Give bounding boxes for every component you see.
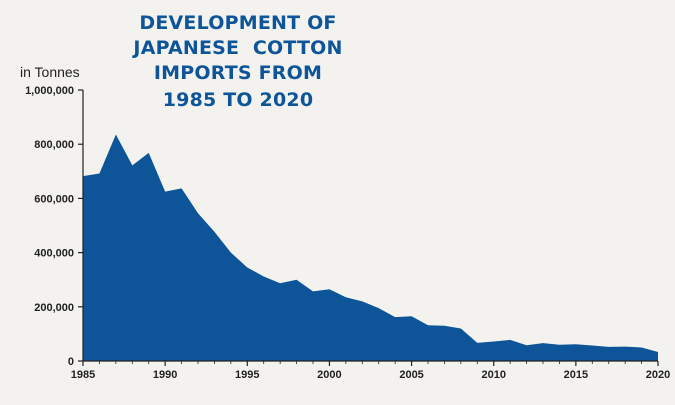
y-tick-label: 200,000 xyxy=(34,302,74,314)
y-tick-label: 1,000,000 xyxy=(25,85,74,97)
x-tick-label: 2020 xyxy=(646,369,670,381)
chart-title-line: IMPORTS FROM xyxy=(154,62,322,84)
x-ticks xyxy=(82,361,659,366)
y-tick-labels: 0 200,000 400,000 600,000 800,000 1,000,000 xyxy=(25,85,74,368)
chart-title: DEVELOPMENT OF JAPANESE COTTON IMPORTS FRO… xyxy=(131,12,342,111)
series-area xyxy=(83,134,658,361)
y-axis-label: in Tonnes xyxy=(20,64,80,80)
x-tick-label: 2005 xyxy=(399,369,423,381)
y-tick-label: 0 xyxy=(68,356,74,368)
y-ticks xyxy=(78,89,83,362)
chart-title-line: DEVELOPMENT OF xyxy=(139,12,336,34)
x-tick-label: 2010 xyxy=(481,369,505,381)
x-tick-label: 1985 xyxy=(71,369,95,381)
x-tick-label: 1995 xyxy=(235,369,259,381)
x-tick-label: 2000 xyxy=(317,369,341,381)
x-tick-label: 2015 xyxy=(564,369,588,381)
x-tick-label: 1990 xyxy=(153,369,177,381)
chart-title-line: JAPANESE COTTON xyxy=(131,37,342,59)
y-tick-label: 400,000 xyxy=(34,248,74,260)
x-tick-labels: 1985 1990 1995 2000 2005 2010 2015 2020 xyxy=(71,369,670,381)
chart-title-line: 1985 TO 2020 xyxy=(163,89,314,111)
y-tick-label: 800,000 xyxy=(34,139,74,151)
y-tick-label: 600,000 xyxy=(34,193,74,205)
